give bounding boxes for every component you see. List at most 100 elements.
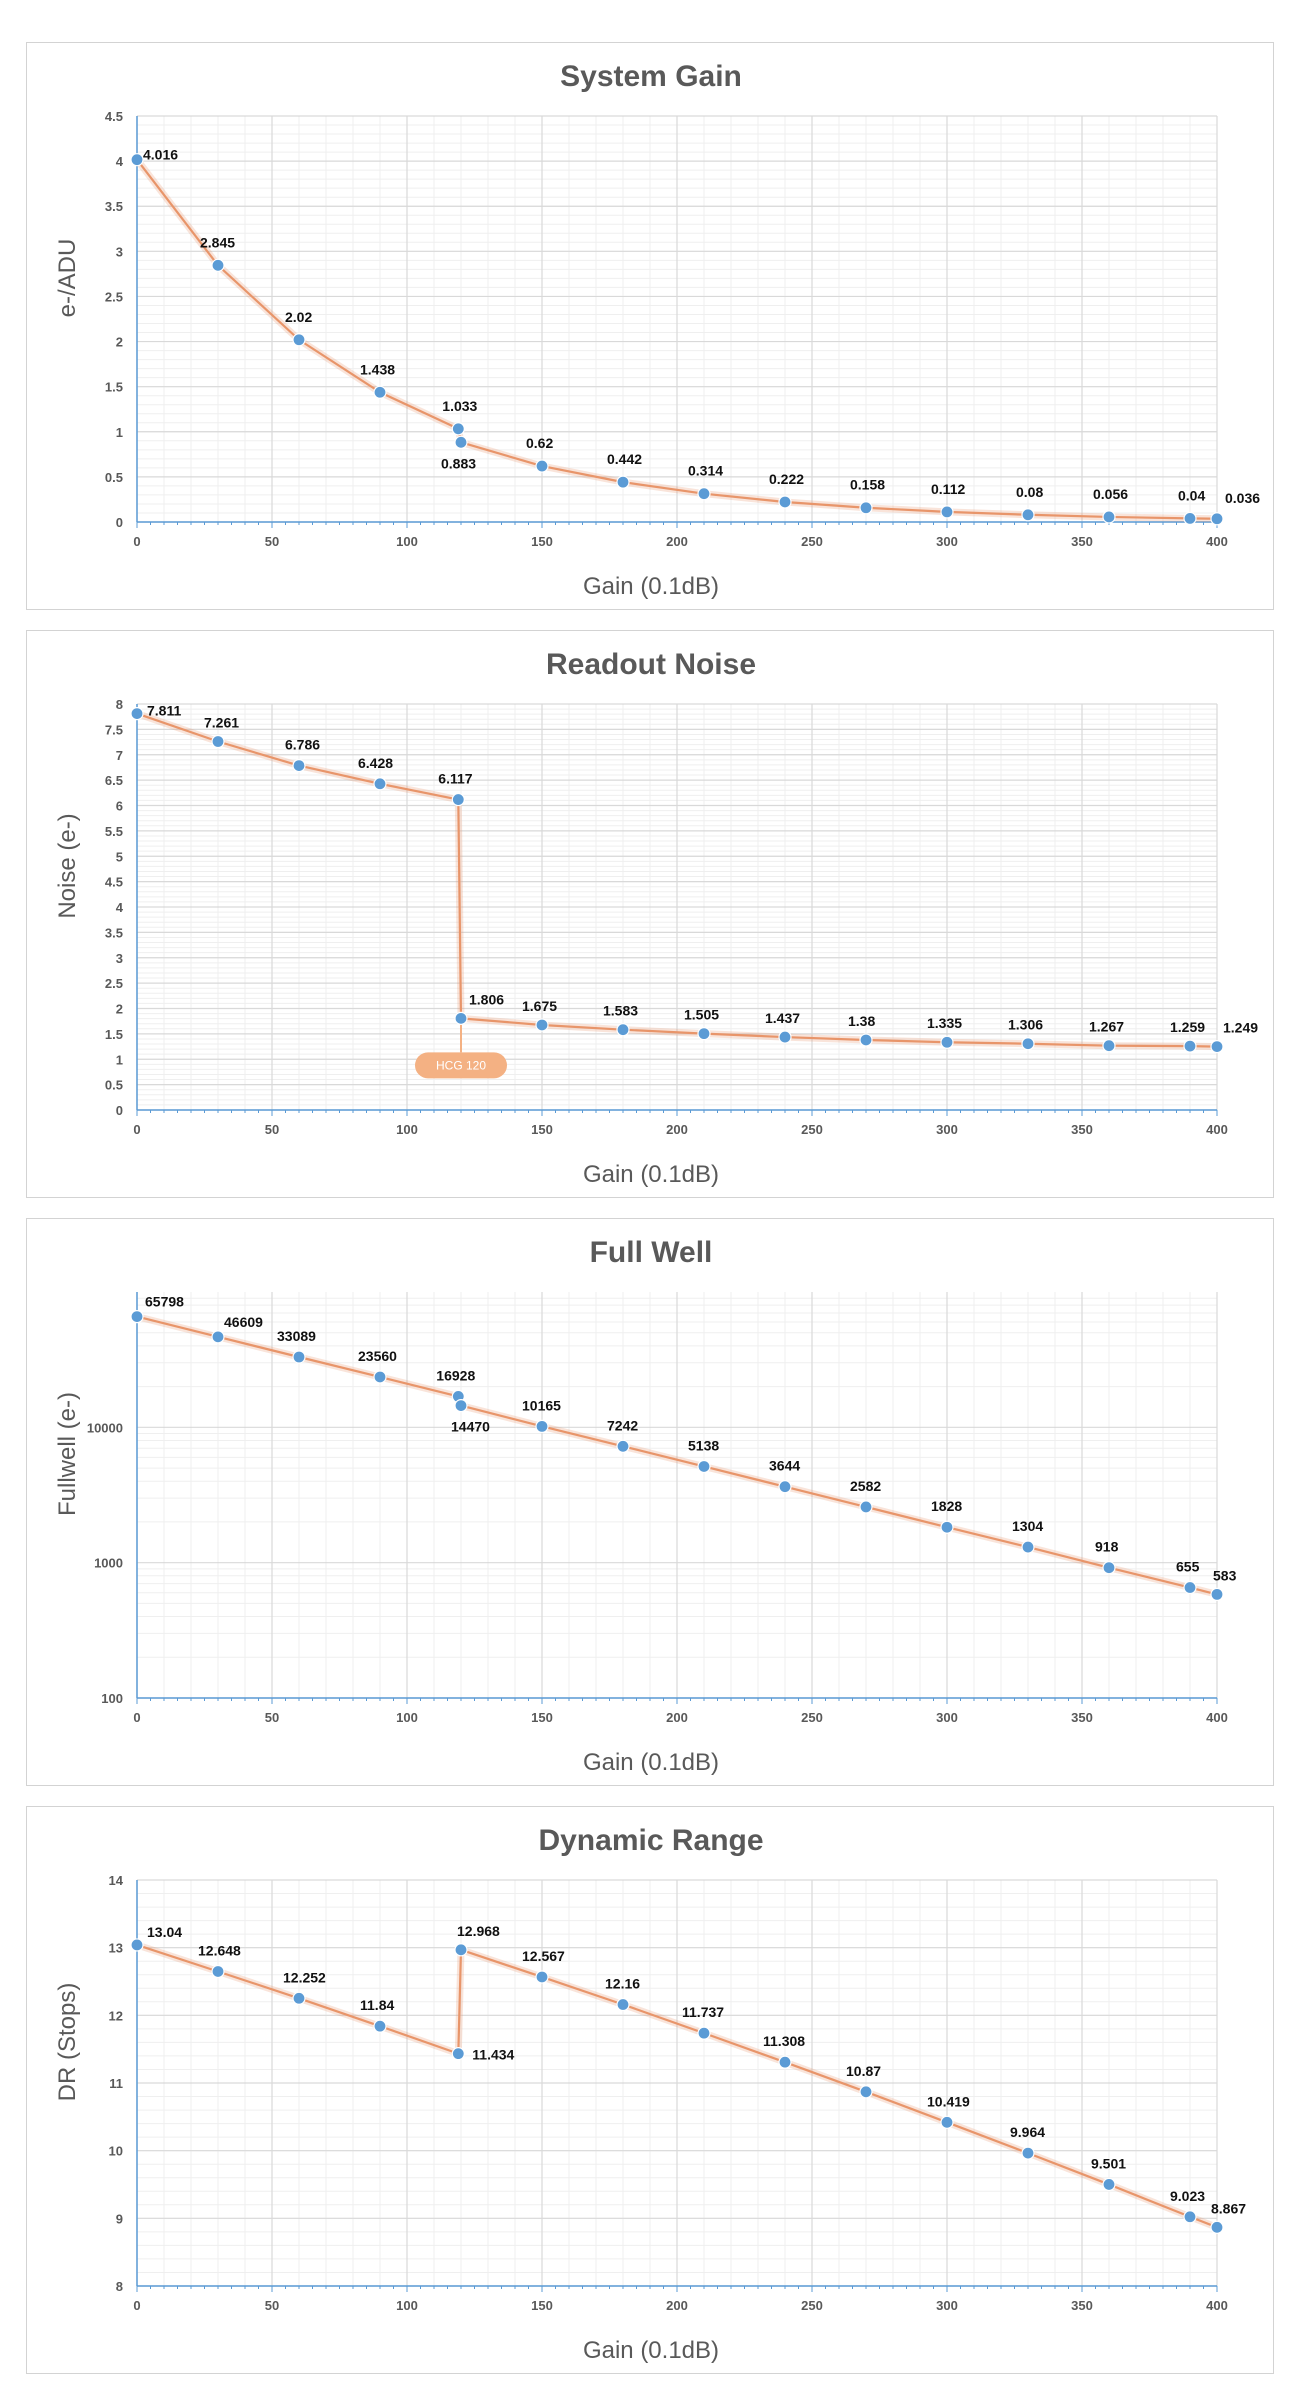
y-tick-label: 2 <box>116 1002 123 1017</box>
data-label: 2.02 <box>285 309 312 325</box>
data-point <box>292 759 306 773</box>
plot-area: 0 50 100 150 200 250 300 350 400 8 9 10 11 12 13 14 13.0… <box>109 1873 1247 2313</box>
system-gain-chart: System Gain Gain (0.1dB) e-/ADU 0 50 100 15… <box>54 60 1260 600</box>
data-label: 9.501 <box>1091 2155 1126 2171</box>
x-tick-label: 400 <box>1206 1122 1228 1137</box>
y-tick-label: 1 <box>116 1052 123 1067</box>
x-tick-label: 300 <box>936 1122 958 1137</box>
data-label: 10.87 <box>846 2063 881 2079</box>
y-tick-label: 7 <box>116 748 123 763</box>
x-tick-label: 0 <box>133 1122 140 1137</box>
data-point <box>1021 508 1035 522</box>
data-point <box>940 505 954 519</box>
dynamic-range-chart-panel: Dynamic Range Gain (0.1dB) DR (Stops) 0 5… <box>26 1806 1274 2374</box>
data-label: 10165 <box>522 1397 561 1413</box>
data-point <box>451 422 465 436</box>
y-tick-label: 6.5 <box>105 773 123 788</box>
x-tick-label: 50 <box>265 1710 279 1725</box>
data-point <box>454 1943 468 1957</box>
data-label: 11.737 <box>682 2004 724 2020</box>
data-label: 1.437 <box>765 1010 800 1026</box>
data-point <box>778 2055 792 2069</box>
data-label: 7.811 <box>147 703 181 719</box>
data-point <box>1102 2177 1116 2192</box>
y-tick-label: 10000 <box>87 1420 123 1435</box>
data-point <box>451 792 465 807</box>
x-tick-label: 250 <box>801 534 823 549</box>
y-tick-label: 6 <box>116 799 123 814</box>
x-tick-label: 350 <box>1071 1122 1093 1137</box>
data-point <box>292 1991 306 2005</box>
data-label: 2.845 <box>200 234 235 250</box>
data-point <box>1021 1037 1035 1051</box>
y-tick-label: 14 <box>109 1873 124 1888</box>
x-tick-label: 50 <box>265 1122 279 1137</box>
y-axis-title: Fullwell (e-) <box>54 1392 81 1516</box>
y-tick-label: 10 <box>109 2144 123 2159</box>
data-point <box>1183 2210 1197 2224</box>
x-tick-label: 350 <box>1071 534 1093 549</box>
y-tick-label: 1000 <box>94 1556 123 1571</box>
y-tick-label: 4 <box>116 900 124 915</box>
data-point <box>778 1030 792 1044</box>
x-tick-label: 150 <box>531 1710 553 1725</box>
data-point <box>859 2085 873 2099</box>
y-tick-label: 3.5 <box>105 199 123 214</box>
data-point <box>130 1938 144 1952</box>
data-point <box>373 385 387 399</box>
data-label: 1.806 <box>469 991 504 1007</box>
plot-area: 0 50 100 150 200 250 300 350 400 100 1000 10000 6579… <box>87 1292 1237 1725</box>
y-tick-label: 0.5 <box>105 1078 123 1093</box>
data-label: 6.786 <box>285 737 320 753</box>
x-tick-label: 200 <box>666 1710 688 1725</box>
x-tick-label: 350 <box>1071 1710 1093 1725</box>
series-line <box>136 712 1218 1048</box>
data-label: 1.38 <box>848 1013 875 1029</box>
data-point <box>1102 1039 1116 1053</box>
data-point <box>1021 1540 1035 1554</box>
data-label: 918 <box>1095 1539 1119 1555</box>
data-label: 12.16 <box>605 1976 640 1992</box>
y-axis-title: e-/ADU <box>54 239 81 318</box>
system-gain-chart-panel: System Gain Gain (0.1dB) e-/ADU 0 50 100 15… <box>26 42 1274 610</box>
data-point <box>1183 1039 1197 1053</box>
data-label: 0.883 <box>441 455 476 471</box>
data-label: 0.112 <box>931 481 965 497</box>
full-well-chart-panel: Full Well Gain (0.1dB) Fullwell (e-) 0 50… <box>26 1218 1274 1786</box>
y-tick-label: 2 <box>116 335 123 350</box>
data-label: 2582 <box>850 1478 881 1494</box>
data-point <box>1102 510 1116 524</box>
x-tick-label: 100 <box>396 534 418 549</box>
annotation-text: HCG 120 <box>436 1058 486 1072</box>
data-point <box>1183 1580 1197 1595</box>
data-label: 1.249 <box>1223 1020 1258 1036</box>
data-point <box>697 1459 711 1474</box>
x-tick-label: 350 <box>1071 2298 1093 2313</box>
data-label: 1.583 <box>603 1003 638 1019</box>
data-point <box>373 1370 387 1384</box>
y-tick-label: 5 <box>116 849 123 864</box>
data-point <box>292 333 306 347</box>
y-tick-label: 100 <box>101 1691 123 1706</box>
data-label: 13.04 <box>147 1924 182 1940</box>
y-tick-label: 4.5 <box>105 875 123 890</box>
data-label: 1304 <box>1012 1518 1043 1534</box>
data-label: 7242 <box>607 1417 638 1433</box>
x-tick-label: 400 <box>1206 534 1228 549</box>
data-label: 0.08 <box>1016 484 1043 500</box>
chart-title: System Gain <box>560 60 742 93</box>
x-tick-label: 150 <box>531 2298 553 2313</box>
data-point <box>616 1997 630 2012</box>
data-point <box>1021 2146 1035 2160</box>
x-tick-label: 250 <box>801 1122 823 1137</box>
data-label: 33089 <box>277 1328 316 1344</box>
x-tick-label: 100 <box>396 1710 418 1725</box>
y-tick-label: 13 <box>109 1941 123 1956</box>
data-label: 1828 <box>931 1498 962 1514</box>
y-tick-label: 12 <box>109 2008 123 2023</box>
data-label: 1.259 <box>1170 1019 1205 1035</box>
data-point <box>1210 512 1224 526</box>
x-tick-label: 150 <box>531 534 553 549</box>
y-tick-label: 4 <box>116 154 124 169</box>
data-point <box>292 1350 306 1364</box>
